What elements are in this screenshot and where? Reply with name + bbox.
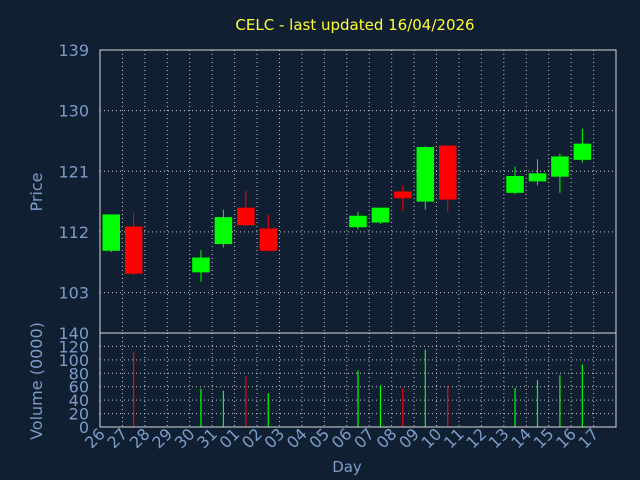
candle-body: [528, 173, 547, 182]
candle-body: [102, 214, 120, 251]
candle: [551, 153, 569, 193]
x-tick-label: 17: [575, 424, 603, 452]
candle-body: [192, 257, 210, 273]
price-tick-label: 121: [58, 162, 89, 181]
candle-body: [551, 156, 569, 177]
candle: [438, 145, 457, 212]
price-frame: [99, 49, 617, 334]
candle-body: [506, 176, 524, 193]
candle: [394, 185, 412, 212]
volume-tick-label: 140: [58, 324, 89, 343]
candle: [416, 146, 435, 210]
volume-tick-label: 20: [69, 405, 89, 424]
candle-body: [371, 207, 390, 223]
candle: [259, 214, 278, 252]
volume-tick-label: 40: [69, 391, 89, 410]
candle: [528, 159, 547, 186]
candle: [192, 250, 210, 282]
candle: [237, 190, 255, 226]
candle: [371, 207, 390, 224]
candle-body: [214, 217, 233, 245]
candle-body: [124, 226, 143, 274]
volume-tick-label: 0: [79, 418, 89, 437]
price-axis-label: Price: [27, 172, 46, 211]
candle-body: [237, 207, 255, 226]
candle: [214, 209, 233, 248]
day-axis-label: Day: [332, 458, 362, 476]
price-tick-label: 112: [58, 223, 89, 242]
price-tick-label: 103: [58, 284, 89, 303]
volume-tick-label: 80: [69, 364, 89, 383]
price-tick-label: 139: [58, 41, 89, 60]
volume-axis-label: Volume (0000): [27, 322, 46, 440]
volume-tick-label: 120: [58, 337, 89, 356]
candle: [573, 128, 592, 163]
volume-frame: [99, 332, 617, 428]
candle: [349, 211, 367, 230]
candles-group: [102, 128, 592, 282]
candle-body: [259, 228, 278, 251]
volume-tick-label: 60: [69, 378, 89, 397]
price-tick-label: 130: [58, 102, 89, 121]
candle: [124, 213, 143, 276]
candle: [506, 166, 524, 195]
candle-body: [349, 215, 367, 228]
chart-title: CELC - last updated 16/04/2026: [235, 16, 474, 34]
x-tick-labels: 2627282930310102030405060708091011121314…: [81, 424, 602, 452]
volume-tick-label: 100: [58, 351, 89, 370]
price-panel: 103 112 121 130 139: [58, 41, 617, 334]
candle-body: [394, 191, 412, 199]
candle-body: [438, 145, 457, 200]
candle-body: [416, 147, 435, 202]
candle-body: [573, 143, 592, 160]
candle: [102, 214, 120, 253]
